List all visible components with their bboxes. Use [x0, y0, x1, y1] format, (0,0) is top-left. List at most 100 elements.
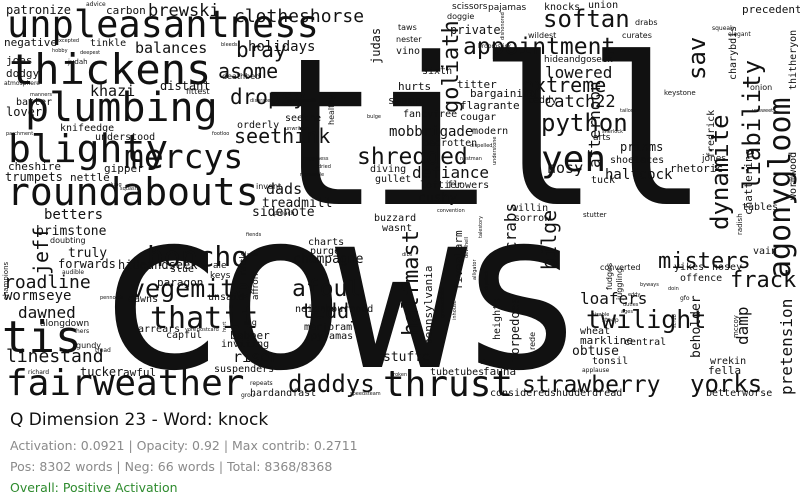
cloud-word: seethink — [234, 124, 330, 148]
cloud-word: tubetubes — [430, 367, 484, 378]
cloud-word: tis — [2, 312, 81, 363]
cloud-word: purge — [310, 246, 340, 257]
cloud-word: lover — [6, 105, 42, 119]
cloud-word: jeff — [29, 227, 53, 275]
cloud-word: diving — [370, 164, 406, 175]
cloud-word: asome — [218, 59, 278, 83]
cloud-word: carbon — [106, 4, 146, 17]
cloud-word-cows: cows — [94, 163, 576, 402]
cloud-word: python — [541, 109, 628, 137]
cloud-word: extreme — [522, 73, 606, 97]
cloud-word: roadline — [4, 272, 91, 293]
cloud-word: nosy — [547, 159, 583, 177]
cloud-word: pajamas — [488, 3, 527, 13]
cloud-word: joes — [6, 54, 33, 67]
cloud-word: jones — [701, 154, 726, 164]
cloud-word: forwards — [58, 257, 116, 271]
cloud-word: agonygloom — [763, 97, 798, 278]
cloud-word: byways — [640, 282, 659, 288]
cloud-word: sorrow — [514, 213, 551, 224]
cloud-word: dynamite — [706, 114, 734, 230]
cloud-word: knifeedge — [60, 123, 114, 134]
cloud-word: rede — [528, 332, 537, 350]
cloud-word: hers — [76, 328, 89, 335]
cloud-word: squeak — [712, 25, 734, 32]
cloud-word: hurt — [222, 322, 228, 332]
cloud-word: buzzard — [374, 213, 416, 224]
cloud-word: balances — [135, 39, 207, 57]
cloud-word: happiness — [303, 156, 329, 162]
panel-title: Q Dimension 23 - Word: knock — [10, 410, 269, 430]
cloud-word: vegemite — [130, 274, 250, 303]
cloud-word: champions — [2, 261, 10, 300]
cloud-word: misters — [658, 249, 751, 274]
cloud-word: drabs — [635, 18, 658, 27]
cloud-word: union — [588, 0, 618, 11]
cloud-word: cheshire — [8, 160, 61, 173]
cloud-word: loftier — [420, 180, 462, 191]
cloud-word: sosa — [247, 252, 258, 258]
cloud-word: wildest — [528, 31, 556, 40]
cloud-word: frack — [730, 268, 796, 293]
cloud-word: wheat — [580, 326, 610, 337]
word-cloud: till cows unpleasantness thickens plumbi… — [2, 0, 800, 402]
cloud-word: mercys — [124, 137, 243, 176]
word-count-stats: Pos: 8302 words | Neg: 66 words | Total:… — [10, 459, 333, 474]
cloud-word: paragon — [157, 276, 203, 289]
cloud-word: distant — [160, 79, 211, 93]
cloud-word: dropsy — [230, 85, 306, 109]
cloud-word: slue — [170, 264, 194, 275]
cloud-word: teddy — [301, 299, 361, 323]
cloud-word: defiance — [412, 163, 489, 182]
cloud-word: stutter — [583, 211, 607, 219]
cloud-word: doubting — [50, 236, 86, 245]
cloud-word: daddys — [288, 370, 375, 398]
cloud-word: tinkle — [90, 38, 126, 49]
cloud-word: judah — [67, 58, 88, 66]
cloud-word: strawberry — [522, 372, 660, 398]
cloud-word: judas — [369, 28, 383, 64]
cloud-word: awful — [123, 366, 156, 379]
cloud-word: sherlock — [602, 129, 623, 135]
cloud-word: alongdown — [40, 319, 89, 329]
cloud-word: elegant — [728, 31, 751, 38]
cloud-word: obtuse — [572, 344, 619, 359]
cloud-word: ale — [213, 261, 227, 271]
cloud-word: titter — [457, 78, 497, 91]
cloud-word: richard — [28, 369, 49, 376]
cloud-word: torpedoes — [508, 297, 522, 362]
cloud-word: juggling — [615, 268, 624, 301]
cloud-word: arts — [593, 133, 611, 143]
cloud-word: khazi — [90, 82, 135, 100]
cloud-word: rattle — [239, 250, 249, 275]
cloud-word: shoelaces — [610, 155, 664, 166]
cloud-word: linestand — [6, 346, 104, 367]
cloud-word: thatit — [150, 301, 258, 336]
cloud-word: gundy — [76, 341, 101, 350]
cloud-word: prisms — [620, 140, 663, 154]
cloud-word: giveandtake — [440, 287, 446, 318]
cloud-word: loafers — [580, 289, 647, 308]
cloud-word: dodgy — [6, 67, 39, 80]
cloud-word: rigmarole — [300, 172, 324, 178]
cloud-word: postcard — [197, 327, 219, 333]
cloud-word: tucker — [80, 365, 123, 379]
cloud-word: unpleasantness — [7, 3, 319, 46]
cloud-word: central — [624, 337, 666, 348]
cloud-word: silvermooth — [287, 98, 317, 104]
cloud-word: suspenders — [214, 364, 274, 375]
cloud-word: affront — [251, 270, 261, 300]
cloud-word: preach — [274, 210, 295, 217]
cloud-word: radish — [736, 213, 744, 235]
cloud-word: dispelled — [470, 143, 492, 149]
cloud-word: shudderdread — [550, 388, 622, 399]
cloud-word: charts — [308, 237, 344, 248]
cloud-word: tailors — [620, 108, 636, 114]
cloud-word: squash — [120, 186, 138, 192]
cloud-word: yore — [185, 327, 196, 333]
cloud-word: badrotten — [423, 138, 477, 149]
cloud-word: beholder — [689, 295, 704, 358]
cloud-word: wrekin — [710, 356, 746, 367]
cloud-word: understone — [492, 136, 498, 165]
info-panel: Q Dimension 23 - Word: knock Activation:… — [0, 402, 800, 500]
